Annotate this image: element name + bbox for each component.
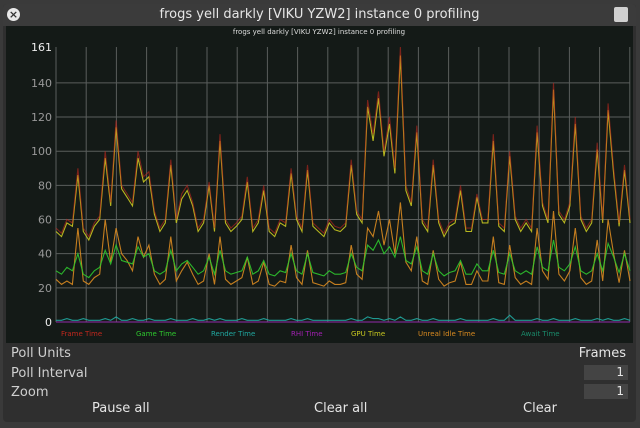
poll-interval-label: Poll Interval <box>11 366 88 381</box>
y-tick-label: 60 <box>38 214 52 227</box>
zoom-label: Zoom <box>11 385 49 400</box>
legend-item: Game Time <box>136 330 176 338</box>
window-title: frogs yell darkly [VIKU YZW2] instance 0… <box>159 7 480 22</box>
clear-all-button[interactable]: Clear all <box>314 401 368 416</box>
pause-all-button[interactable]: Pause all <box>92 401 150 416</box>
chart-svg: frogs yell darkly [VIKU YZW2] instance 0… <box>31 28 631 338</box>
poll-interval-row: Poll Interval 1 <box>11 365 628 381</box>
title-bar: × frogs yell darkly [VIKU YZW2] instance… <box>3 4 636 26</box>
legend-item: Render Time <box>211 330 255 338</box>
poll-units-row: Poll Units Frames <box>11 346 628 361</box>
menu-icon[interactable] <box>614 7 628 22</box>
series-line-frame-time <box>55 46 631 238</box>
legend-item: GPU Time <box>351 330 385 338</box>
y-tick-label: 80 <box>38 179 52 192</box>
legend-item: Unreal Idle Time <box>418 330 475 338</box>
y-tick-label: 100 <box>31 145 52 158</box>
y-tick-label: 120 <box>31 111 52 124</box>
clear-button[interactable]: Clear <box>523 401 557 416</box>
poll-interval-input[interactable]: 1 <box>584 365 628 380</box>
close-icon[interactable]: × <box>7 8 20 21</box>
series-line-render-time <box>56 314 631 321</box>
series-line-game-time <box>55 236 631 279</box>
y-tick-label: 0 <box>45 316 52 329</box>
profiler-window: × frogs yell darkly [VIKU YZW2] instance… <box>3 4 636 422</box>
poll-units-dropdown[interactable]: Frames <box>578 346 626 361</box>
chart-title: frogs yell darkly [VIKU YZW2] instance 0… <box>233 28 405 36</box>
y-tick-label: 40 <box>38 248 52 261</box>
zoom-row: Zoom 1 <box>11 384 628 400</box>
poll-units-label: Poll Units <box>11 346 71 361</box>
legend-item: Frame Time <box>61 330 102 338</box>
zoom-input[interactable]: 1 <box>584 384 628 399</box>
profiling-chart: frogs yell darkly [VIKU YZW2] instance 0… <box>6 26 633 343</box>
y-tick-label: 20 <box>38 282 52 295</box>
series-line-unreal-idle-time <box>55 202 631 287</box>
y-tick-label: 161 <box>31 41 52 54</box>
legend-item: Await Time <box>521 330 560 338</box>
legend-item: RHI Time <box>291 330 323 338</box>
y-tick-label: 140 <box>31 77 52 90</box>
